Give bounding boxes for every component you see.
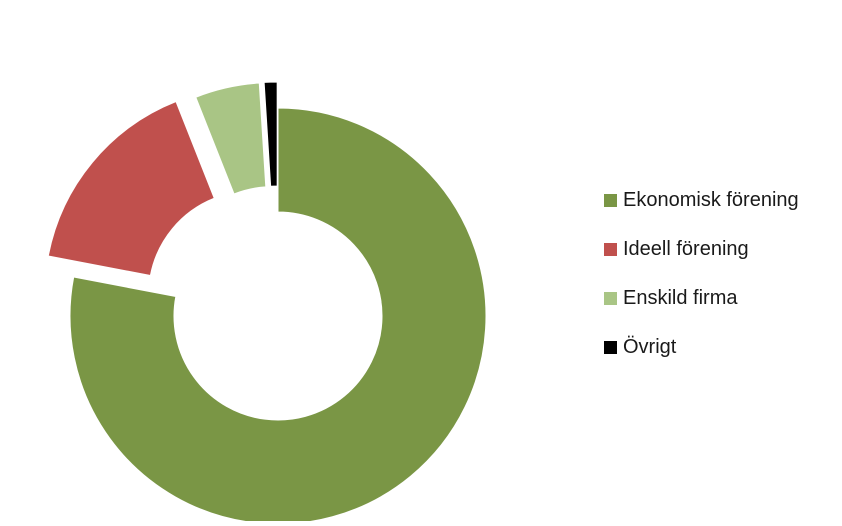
- legend-swatch: [604, 242, 617, 256]
- slice-ekonomisk-forening: [69, 107, 487, 525]
- slice-ovrigt: [263, 81, 278, 187]
- legend-label: Ekonomisk förening: [623, 189, 799, 211]
- slice-ideell-forening: [47, 100, 215, 277]
- legend-swatch: [604, 193, 617, 207]
- legend-label: Övrigt: [623, 336, 677, 358]
- legend-label: Enskild firma: [623, 287, 738, 309]
- legend-swatch: [604, 291, 617, 305]
- legend-label: Ideell förening: [623, 238, 749, 260]
- legend-swatch: [604, 340, 617, 354]
- legend: Ekonomisk förening Ideell förening Enski…: [604, 186, 799, 382]
- legend-item-ideell-forening: Ideell förening: [604, 235, 799, 263]
- slice-enskild-firma: [195, 82, 267, 195]
- legend-item-ekonomisk-forening: Ekonomisk förening: [604, 186, 799, 214]
- legend-item-ovrigt: Övrigt: [604, 333, 799, 361]
- legend-item-enskild-firma: Enskild firma: [604, 284, 799, 312]
